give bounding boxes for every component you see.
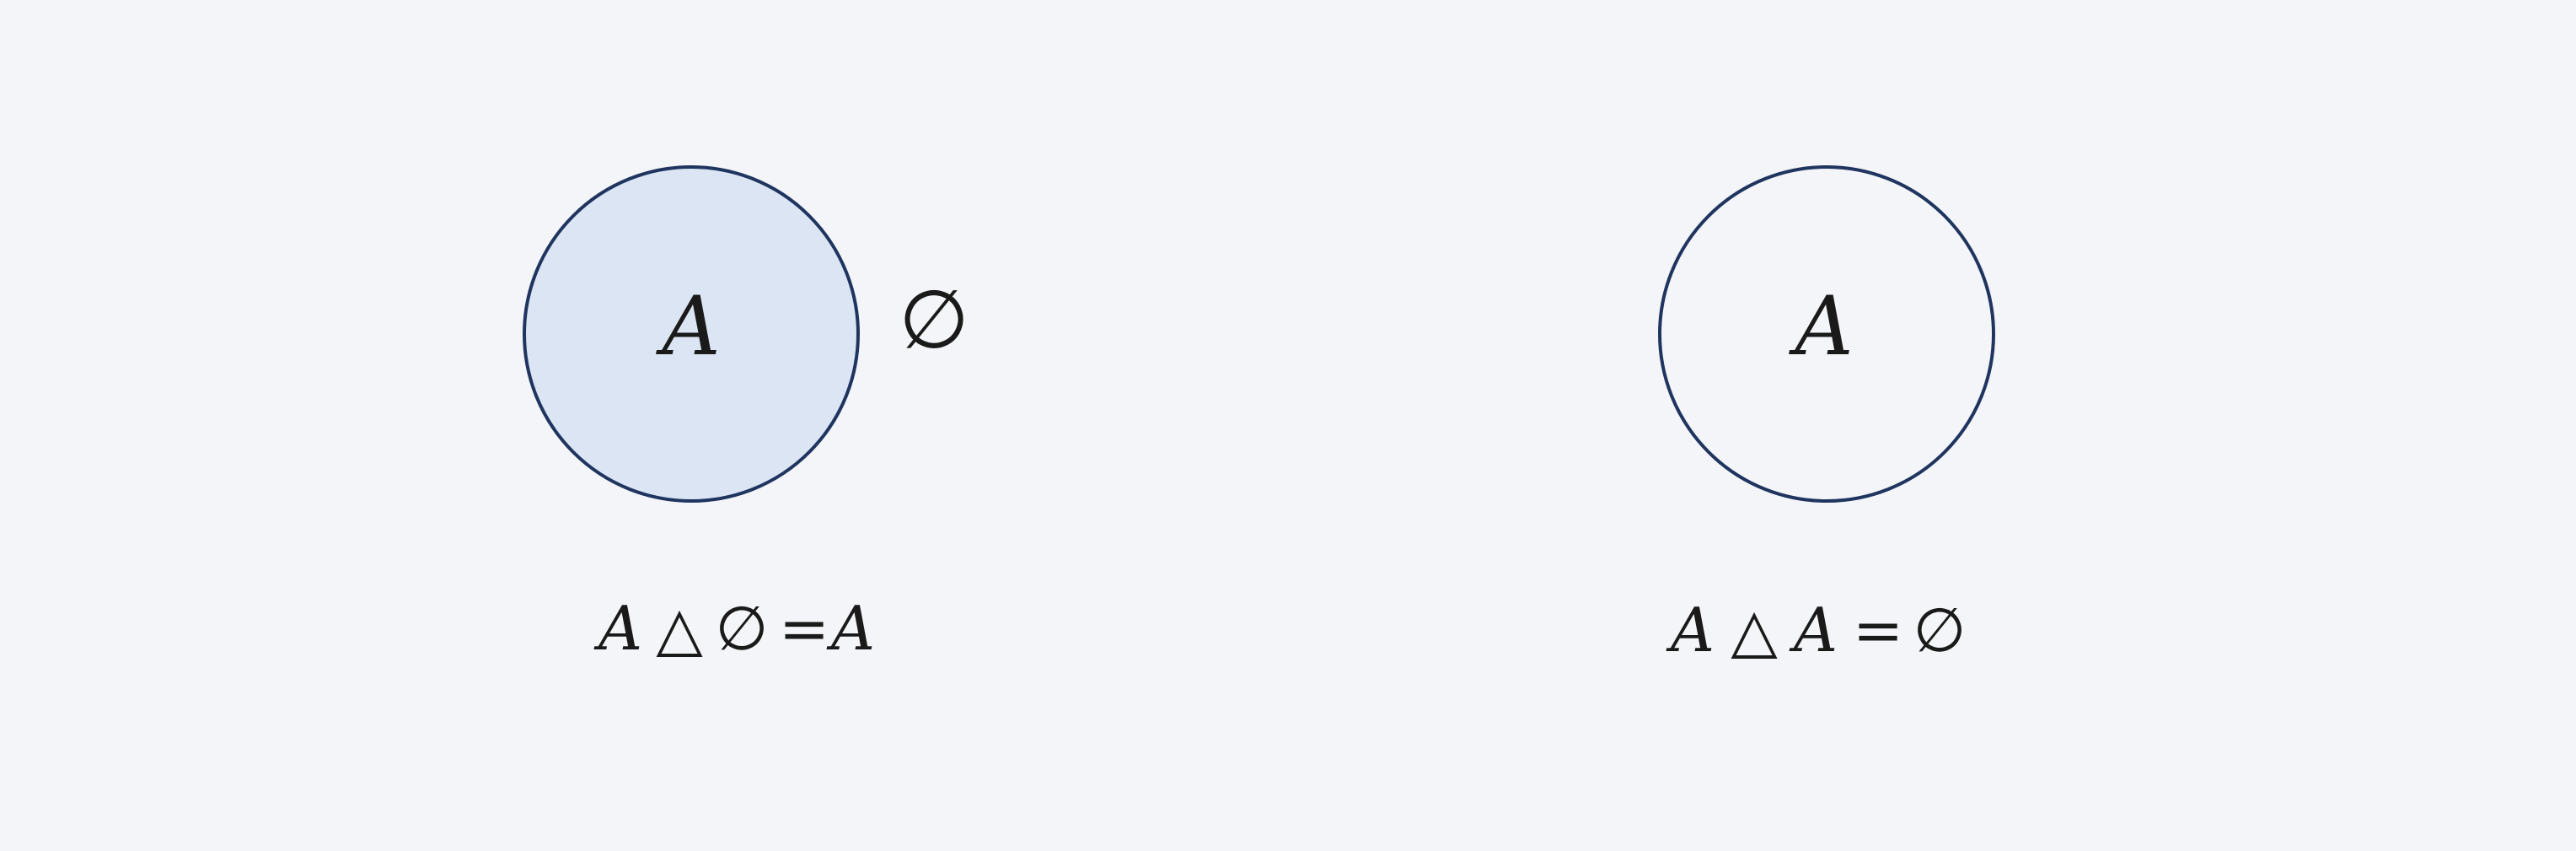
left-equation-lhs: A xyxy=(593,593,642,664)
left-equation-result: A xyxy=(826,593,875,664)
left-equation-rhs-operand: ∅ xyxy=(716,593,769,664)
right-equation-operator: △ xyxy=(1731,595,1778,665)
left-equation-operator: △ xyxy=(656,593,703,664)
left-equation: A △ ∅ = A xyxy=(593,593,875,664)
left-equation-equals: = xyxy=(779,593,829,664)
right-panel: A A △ A = ∅ xyxy=(1658,165,1995,665)
empty-set-label: ∅ xyxy=(899,272,969,367)
right-equation-rhs-operand: A xyxy=(1789,595,1838,665)
right-equation-lhs: A xyxy=(1666,595,1715,665)
right-set-a-label: A xyxy=(1788,279,1853,374)
left-panel: A ∅ A △ ∅ = A xyxy=(523,165,969,664)
right-set-a-circle xyxy=(1658,165,1995,503)
right-equation-equals: = xyxy=(1853,595,1903,665)
right-equation-result: ∅ xyxy=(1913,595,1967,665)
right-equation: A △ A = ∅ xyxy=(1666,595,1966,665)
left-set-a-label: A xyxy=(655,279,720,374)
left-set-a-circle xyxy=(523,165,860,503)
